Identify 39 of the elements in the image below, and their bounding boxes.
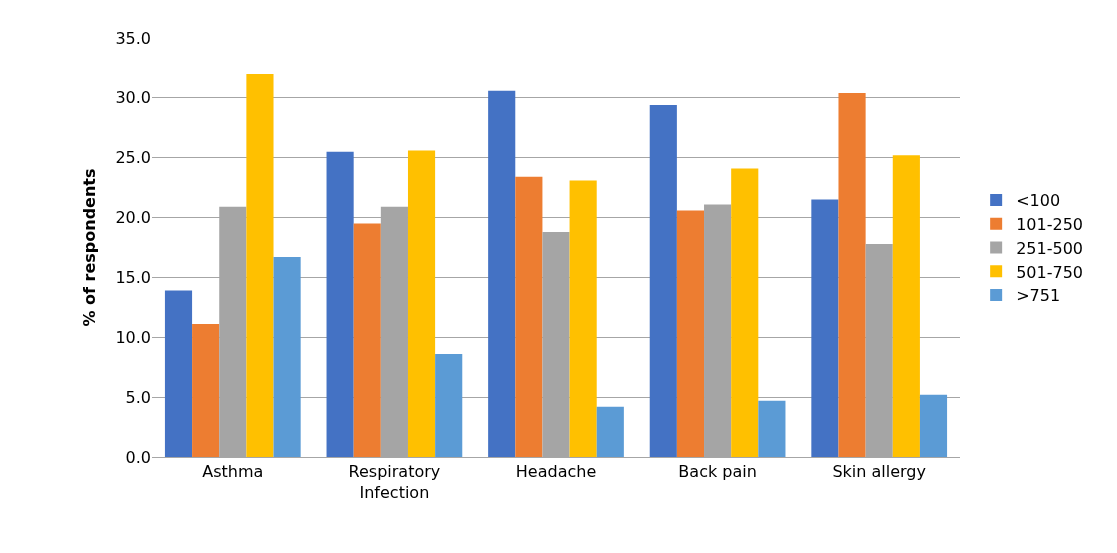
bar bbox=[676, 210, 705, 457]
bar bbox=[353, 223, 381, 457]
y-tick-label: 30.0 bbox=[115, 88, 151, 108]
y-tick-label: 15.0 bbox=[115, 268, 151, 288]
y-tick-label: 0.0 bbox=[125, 447, 151, 467]
bar bbox=[649, 105, 677, 457]
bar bbox=[164, 290, 193, 457]
legend-label: 501-750 bbox=[1016, 262, 1084, 282]
x-tick-label: Headache bbox=[515, 462, 597, 482]
x-tick-label: Respiratory Infection bbox=[348, 462, 441, 502]
y-tick-label: 5.0 bbox=[125, 387, 151, 407]
bar bbox=[326, 151, 354, 457]
bar bbox=[731, 168, 759, 457]
x-tick-label: Asthma bbox=[202, 462, 264, 482]
y-tick-label: 20.0 bbox=[115, 208, 151, 228]
legend-label: 251-500 bbox=[1016, 238, 1084, 258]
bar bbox=[246, 73, 274, 457]
bar bbox=[515, 176, 543, 457]
bar bbox=[838, 93, 866, 457]
bar bbox=[811, 199, 839, 457]
bar bbox=[919, 394, 948, 457]
bar bbox=[488, 90, 516, 457]
bar bbox=[892, 155, 920, 457]
bar bbox=[407, 150, 436, 457]
bar bbox=[273, 257, 301, 457]
bar bbox=[192, 324, 220, 457]
legend-label: <100 bbox=[1016, 191, 1061, 211]
bar bbox=[758, 400, 786, 457]
y-tick-label: 10.0 bbox=[115, 327, 151, 347]
y-axis-title: % of respondents bbox=[80, 168, 100, 327]
legend-label: >751 bbox=[1016, 286, 1061, 306]
bar bbox=[569, 180, 597, 457]
x-tick-label: Back pain bbox=[678, 462, 757, 482]
x-tick-label: Skin allergy bbox=[832, 462, 926, 482]
bar bbox=[435, 354, 463, 457]
y-tick-label: 35.0 bbox=[115, 28, 151, 48]
bar bbox=[596, 406, 624, 457]
legend-label: 101-250 bbox=[1016, 214, 1084, 234]
y-tick-label: 25.0 bbox=[115, 148, 151, 168]
